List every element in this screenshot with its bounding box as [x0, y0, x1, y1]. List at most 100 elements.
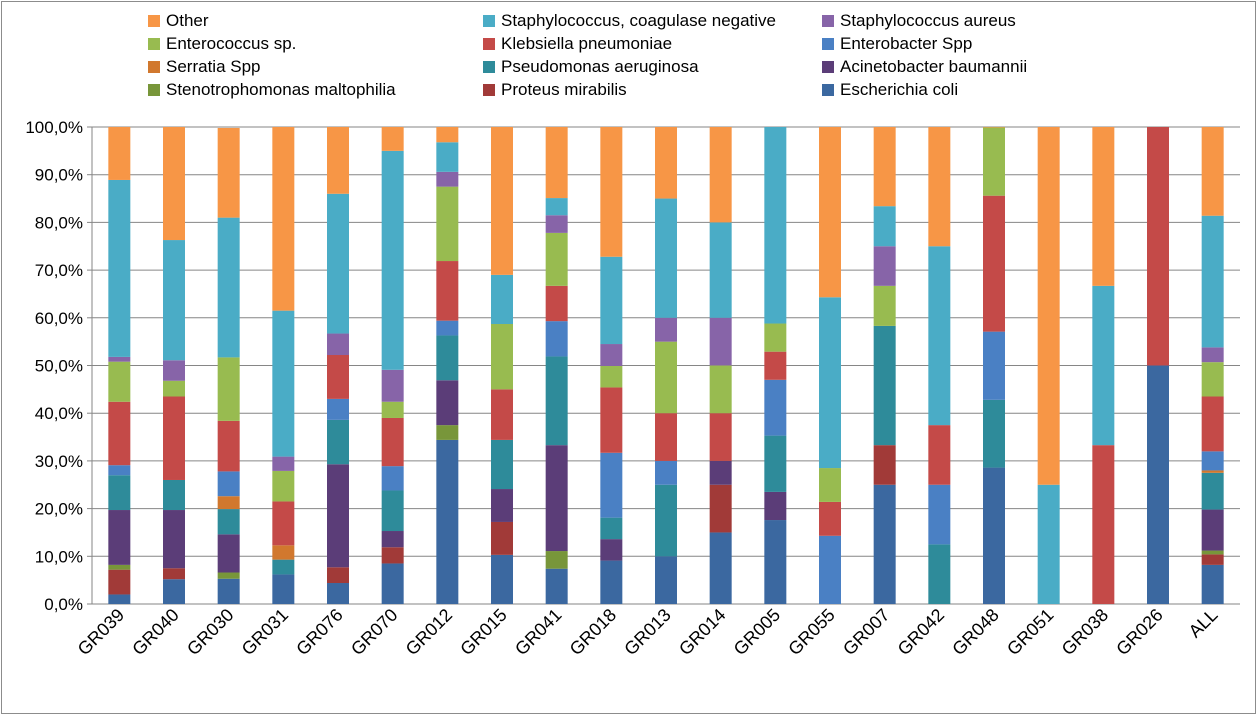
- bar-segment: [545, 568, 568, 604]
- legend-item: Staphylococcus aureus: [822, 11, 1016, 31]
- bar-segment: [327, 127, 349, 194]
- bar-segment: [764, 379, 787, 436]
- bar-segment: [491, 274, 513, 325]
- bar-segment: [381, 547, 404, 564]
- legend-swatch: [148, 15, 160, 27]
- legend-item: Pseudomonas aeruginosa: [483, 57, 699, 77]
- bar-segment: [381, 417, 404, 467]
- bar-segment: [873, 445, 896, 485]
- legend-item: Staphylococcus, coagulase negative: [483, 11, 776, 31]
- bar-segment: [436, 335, 459, 381]
- bar-segment: [108, 564, 131, 570]
- y-tick-label: 40,0%: [35, 404, 83, 423]
- legend-swatch: [483, 61, 495, 73]
- bar-segment: [108, 569, 131, 595]
- bar-segment: [655, 341, 677, 414]
- bar-segment: [928, 544, 951, 604]
- bar-segment: [545, 215, 568, 233]
- bar-segment: [764, 127, 787, 324]
- bar-segment: [1147, 127, 1169, 366]
- x-tick-label: GR007: [839, 605, 893, 659]
- bar-segment: [709, 532, 732, 604]
- bar-segment: [491, 127, 513, 275]
- bar-segment: [381, 401, 404, 418]
- bar-segment: [600, 256, 623, 345]
- bar-segment: [1201, 215, 1224, 348]
- bar-segment: [381, 563, 404, 604]
- bar-segment: [327, 464, 349, 568]
- bar-segment: [381, 490, 404, 532]
- bar-segment: [436, 425, 459, 440]
- bar-segment: [217, 578, 240, 604]
- bar-segment: [108, 179, 131, 357]
- bar-segment: [873, 325, 896, 446]
- bar-segment: [983, 195, 1005, 332]
- bar-segment: [928, 425, 951, 485]
- bar-segment: [819, 501, 841, 536]
- bar-segment: [819, 535, 841, 604]
- legend-label: Escherichia coli: [840, 80, 959, 99]
- bar-segment: [600, 127, 623, 257]
- bar-segment: [655, 127, 677, 199]
- bar-segment: [873, 285, 896, 326]
- x-tick-label: GR014: [675, 605, 729, 659]
- y-tick-label: 60,0%: [35, 309, 83, 328]
- bar-segment: [217, 471, 240, 497]
- bar-segment: [873, 246, 896, 286]
- x-tick-label: GR015: [456, 605, 510, 659]
- bar-segment: [491, 324, 513, 390]
- bar-segment: [600, 344, 623, 366]
- legend-swatch: [483, 15, 495, 27]
- legend-swatch: [148, 61, 160, 73]
- bar-segment: [217, 420, 240, 472]
- y-tick-label: 30,0%: [35, 452, 83, 471]
- bar-segment: [1201, 362, 1224, 397]
- bar-segment: [491, 554, 513, 604]
- bar-segment: [764, 491, 787, 521]
- bar-segment: [709, 127, 732, 223]
- bar-segment: [381, 150, 404, 370]
- bar-segment: [1201, 127, 1224, 216]
- bar-segment: [217, 127, 240, 218]
- bar-segment: [764, 351, 787, 380]
- bar-segment: [163, 396, 185, 480]
- bar-segment: [1147, 365, 1169, 604]
- bar-segment: [983, 331, 1005, 400]
- bar-segment: [108, 465, 131, 476]
- bar-segment: [1201, 451, 1224, 471]
- bar-segment: [436, 380, 459, 426]
- legend-swatch: [483, 38, 495, 50]
- bar-segment: [600, 387, 623, 453]
- bar-segment: [108, 594, 131, 604]
- x-tick-label: GR018: [566, 605, 620, 659]
- x-tick-label: GR041: [511, 605, 565, 659]
- bar-segment: [600, 560, 623, 604]
- bar-segment: [600, 517, 623, 540]
- bar-segment: [272, 456, 295, 471]
- legend-swatch: [822, 38, 834, 50]
- bar-segment: [655, 413, 677, 461]
- legend-swatch: [483, 84, 495, 96]
- y-tick-label: 80,0%: [35, 213, 83, 232]
- bar-segment: [1201, 564, 1224, 604]
- y-tick-label: 50,0%: [35, 357, 83, 376]
- bar-segment: [217, 217, 240, 358]
- bar-segment: [163, 127, 185, 241]
- legend-label: Serratia Spp: [166, 57, 261, 76]
- bar-segment: [709, 317, 732, 366]
- y-tick-label: 0,0%: [44, 595, 83, 614]
- bar-segment: [272, 559, 295, 575]
- bar-segment: [545, 356, 568, 446]
- legend-label: Staphylococcus, coagulase negative: [501, 11, 777, 30]
- bar-segment: [381, 127, 404, 151]
- y-tick-label: 20,0%: [35, 500, 83, 519]
- bar-segment: [217, 534, 240, 573]
- bar-segment: [545, 198, 568, 216]
- bar-segment: [873, 484, 896, 604]
- legend-item: Klebsiella pneumoniae: [483, 34, 672, 54]
- bar-segment: [327, 355, 349, 399]
- bar-segment: [928, 246, 951, 426]
- x-tick-label: GR038: [1058, 605, 1112, 659]
- bar-segment: [381, 466, 404, 491]
- legend-item: Acinetobacter baumannii: [822, 57, 1027, 77]
